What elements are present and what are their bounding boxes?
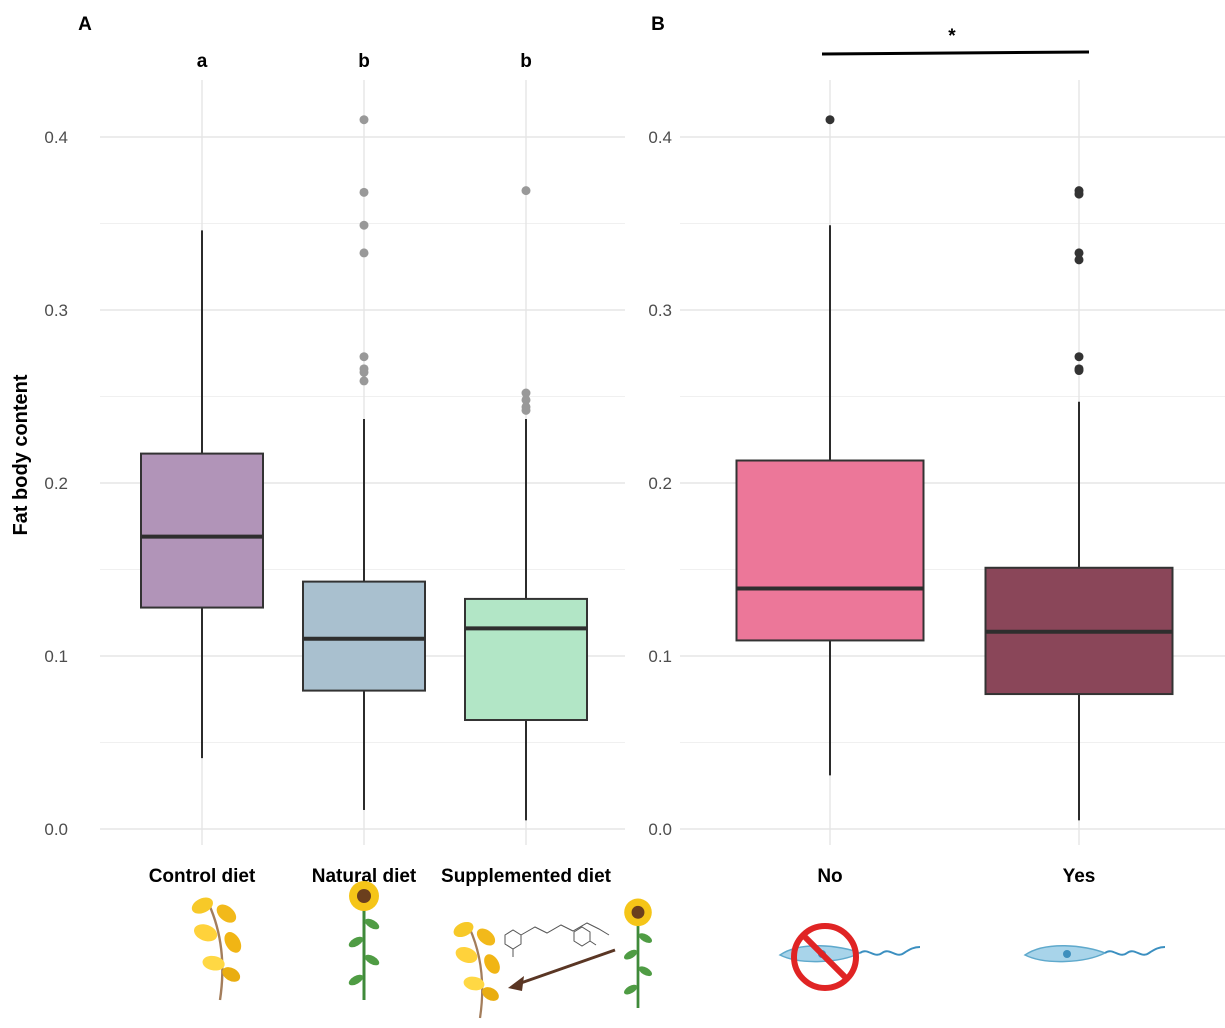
- parasite-icon: [1023, 945, 1166, 963]
- x-category-label: Supplemented diet: [441, 866, 612, 887]
- no-parasite-icon: [778, 945, 921, 963]
- significance-bar: [821, 50, 1090, 56]
- panel-B: B 0.0 0.1 0.2 0.3 0.4 No Yes *: [648, 14, 1225, 887]
- y-tick-label: 0.2: [648, 474, 672, 493]
- supplement-sunflower-icon: [621, 897, 655, 1010]
- outlier-point: [359, 352, 369, 362]
- outlier-point: [359, 367, 369, 377]
- y-tick-label: 0.1: [648, 647, 672, 666]
- box-control-diet: [140, 230, 264, 759]
- panel-label-B: B: [651, 14, 665, 35]
- box-yes: [984, 186, 1174, 821]
- y-tick-label: 0.1: [44, 647, 68, 666]
- x-category-label: No: [817, 866, 842, 887]
- parasite-flagellum: [1104, 946, 1166, 956]
- outlier-point: [1074, 255, 1084, 265]
- supplement-branch-icon: [450, 917, 505, 1020]
- molecule-icon: [504, 922, 610, 957]
- y-tick-label: 0.4: [648, 128, 672, 147]
- box-body: [735, 459, 925, 642]
- outlier-point: [359, 187, 369, 197]
- molecule-ring: [573, 926, 591, 947]
- parasite-nucleus: [1063, 950, 1071, 958]
- y-axis-label: Fat body content: [10, 374, 32, 535]
- significance-letter: b: [358, 51, 370, 72]
- arrow-shaft: [517, 948, 616, 986]
- outlier-point: [359, 115, 369, 125]
- significance-letter: a: [197, 51, 208, 72]
- supplemented-diet-illustration-icon: [450, 897, 655, 1020]
- outlier-point: [521, 388, 531, 398]
- sunflower-icon: [345, 879, 383, 1002]
- prohibition-slash-icon: [800, 932, 850, 982]
- prohibition-circle-icon: [791, 923, 859, 991]
- x-category-label: Natural diet: [312, 866, 417, 887]
- significance-letter: b: [520, 51, 532, 72]
- box-body: [140, 452, 264, 609]
- significance-star: *: [948, 26, 956, 47]
- molecule-ring: [504, 929, 522, 950]
- x-category-label: Yes: [1063, 866, 1096, 887]
- y-tick-label: 0.0: [44, 820, 68, 839]
- outlier-point: [521, 186, 531, 196]
- box-no: [735, 115, 925, 776]
- box-supplemented-diet: [464, 186, 588, 821]
- box-body: [464, 597, 588, 722]
- y-tick-label: 0.0: [648, 820, 672, 839]
- y-tick-label: 0.3: [44, 301, 68, 320]
- y-tick-label: 0.3: [648, 301, 672, 320]
- box-natural-diet: [302, 115, 426, 810]
- outlier-point: [825, 115, 835, 125]
- outlier-point: [1074, 352, 1084, 362]
- outlier-point: [1074, 189, 1084, 199]
- yellow-flower-branch-icon: [188, 893, 246, 1002]
- arrow-head: [508, 976, 524, 991]
- outlier-point: [359, 220, 369, 230]
- parasite-flagellum: [859, 946, 921, 956]
- outlier-point: [521, 405, 531, 415]
- x-category-label: Control diet: [149, 866, 256, 887]
- outlier-point: [1074, 366, 1084, 376]
- molecule-chain: [520, 922, 610, 936]
- outlier-point: [359, 248, 369, 258]
- y-tick-label: 0.4: [44, 128, 68, 147]
- box-body: [302, 580, 426, 692]
- molecule-bond: [512, 940, 597, 957]
- outlier-point: [1074, 248, 1084, 258]
- outlier-point: [521, 395, 531, 405]
- panel-A: A 0.0 0.1 0.2 0.3 0.4 Control diet a Natural die…: [44, 14, 625, 887]
- panel-label-A: A: [78, 14, 92, 35]
- y-tick-label: 0.2: [44, 474, 68, 493]
- outlier-point: [359, 376, 369, 386]
